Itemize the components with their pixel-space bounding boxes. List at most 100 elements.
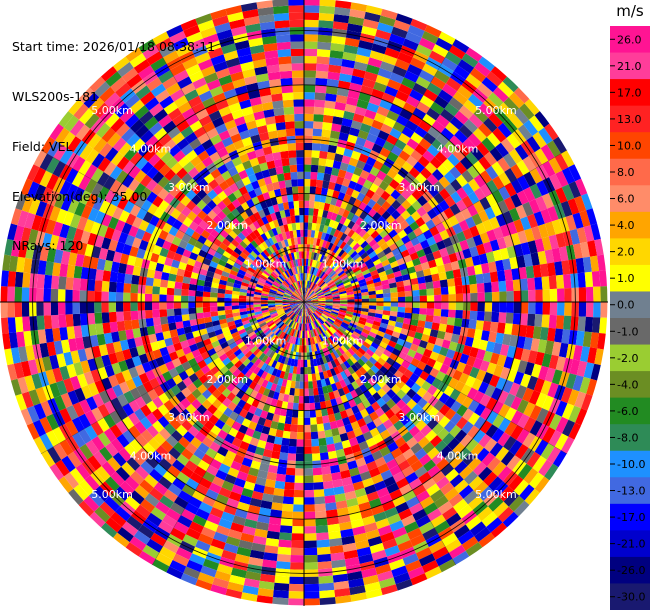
range-gate	[130, 283, 139, 294]
range-gate	[218, 259, 227, 267]
range-gate	[230, 522, 245, 533]
range-gate	[169, 329, 179, 338]
range-gate	[171, 259, 181, 269]
range-gate	[376, 345, 386, 354]
range-gate	[178, 333, 187, 343]
range-gate	[20, 227, 32, 244]
range-gate	[356, 322, 365, 329]
range-gate	[456, 361, 467, 373]
range-gate	[262, 403, 271, 413]
range-gate	[364, 338, 373, 346]
range-gate	[324, 307, 332, 311]
range-gate	[467, 457, 482, 471]
range-gate	[169, 560, 187, 574]
range-gate	[435, 476, 450, 490]
range-gate	[445, 512, 462, 527]
range-gate	[60, 392, 73, 408]
range-gate	[195, 307, 204, 314]
range-gate	[43, 315, 53, 330]
range-gate	[316, 307, 324, 312]
range-gate	[102, 270, 111, 282]
range-gate	[121, 369, 133, 382]
range-gate	[267, 389, 275, 399]
range-gate	[275, 473, 286, 482]
range-gate	[308, 388, 314, 396]
range-gate	[437, 427, 450, 441]
range-gate	[557, 302, 565, 316]
range-gate	[509, 382, 521, 397]
range-gate	[319, 341, 325, 350]
range-gate	[371, 450, 383, 461]
range-gate	[452, 442, 466, 456]
range-gate	[288, 157, 297, 166]
range-gate	[393, 326, 402, 334]
range-gate	[152, 396, 164, 409]
range-gate	[158, 476, 173, 490]
range-gate	[304, 142, 313, 151]
range-gate	[246, 443, 257, 454]
range-gate	[122, 348, 132, 361]
range-gate	[316, 179, 324, 188]
range-gate	[241, 418, 251, 428]
range-gate	[218, 463, 231, 474]
range-gate	[108, 239, 119, 252]
range-gate	[130, 470, 145, 485]
range-gate	[157, 404, 169, 416]
range-gate	[380, 318, 389, 325]
range-gate	[312, 313, 318, 320]
range-gate	[401, 465, 415, 478]
range-gate	[269, 310, 277, 315]
range-gate	[296, 302, 304, 304]
range-gate	[268, 516, 282, 526]
range-gate	[115, 292, 124, 302]
range-gate	[60, 196, 73, 212]
range-gate	[243, 578, 260, 588]
range-gate	[270, 313, 279, 319]
range-gate	[274, 328, 282, 336]
range-gate	[398, 459, 411, 472]
range-gate	[234, 477, 246, 488]
range-gate	[400, 328, 409, 336]
range-gate	[293, 489, 304, 498]
range-gate	[108, 311, 117, 323]
range-gate	[206, 465, 219, 477]
range-gate	[317, 335, 322, 343]
range-gate	[210, 292, 218, 298]
range-gate	[304, 171, 311, 180]
range-gate	[450, 400, 462, 413]
range-gate	[329, 545, 344, 554]
range-gate	[531, 363, 542, 378]
range-gate	[92, 393, 105, 408]
range-gate	[198, 374, 209, 384]
range-gate	[160, 316, 169, 325]
range-gate	[534, 277, 543, 290]
range-gate	[140, 429, 154, 443]
range-gate	[310, 359, 315, 367]
range-gate	[187, 337, 196, 347]
range-gate	[188, 289, 196, 297]
range-gate	[127, 338, 137, 349]
range-gate	[299, 374, 304, 382]
range-gate	[293, 106, 304, 115]
range-gate	[304, 309, 307, 317]
range-gate	[323, 331, 330, 339]
range-gate	[225, 285, 234, 291]
range-gate	[233, 315, 242, 321]
range-gate	[112, 532, 130, 548]
range-gate	[332, 479, 344, 488]
range-gate	[425, 342, 435, 352]
range-gate	[299, 302, 304, 308]
range-gate	[66, 183, 79, 199]
range-gate	[291, 179, 298, 187]
range-gate	[575, 330, 585, 347]
range-gate	[357, 418, 367, 428]
range-gate	[285, 121, 295, 130]
range-gate	[260, 500, 273, 510]
range-gate	[69, 375, 81, 391]
range-gate	[304, 475, 314, 483]
range-gate	[428, 540, 446, 554]
range-gate	[552, 450, 568, 468]
range-gate	[134, 421, 147, 435]
range-gate	[159, 247, 169, 258]
range-gate	[476, 348, 486, 361]
